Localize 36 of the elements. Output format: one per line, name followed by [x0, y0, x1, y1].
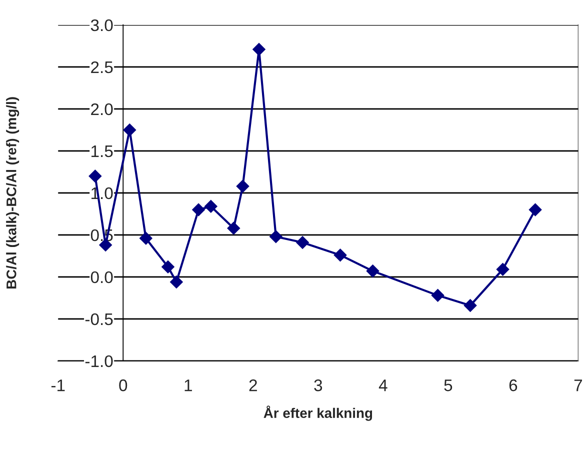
point: [162, 260, 174, 274]
y-tick-label: 1.5: [92, 146, 113, 158]
x-tick-label: 3: [314, 379, 322, 392]
y-tick-label: -1.0: [85, 355, 113, 368]
x-tick-label: 4: [378, 380, 388, 392]
point: [236, 180, 250, 193]
y-tick-label: 2.0: [91, 103, 113, 116]
point: [252, 42, 266, 56]
x-tick-label: 5: [444, 380, 452, 392]
x-tick-label: 0: [119, 379, 128, 392]
point: [88, 170, 102, 183]
point: [204, 200, 218, 213]
point: [431, 289, 444, 302]
y-tick-label: 0.0: [90, 271, 113, 284]
point: [123, 124, 136, 136]
x-tick-label: -1: [51, 380, 65, 392]
point: [496, 262, 510, 276]
point: [366, 264, 380, 278]
y-tick-label: 2.5: [91, 61, 113, 74]
x-tick-label: 1: [184, 380, 192, 392]
point: [227, 222, 240, 235]
point: [269, 230, 282, 244]
x-tick-label: 7: [574, 380, 582, 392]
point: [296, 236, 309, 249]
x-tick-label: 2: [249, 379, 257, 392]
y-tick-label: -0.5: [85, 313, 113, 326]
point: [528, 203, 542, 216]
point: [139, 232, 152, 245]
y-tick-label: 3.0: [90, 19, 113, 32]
x-axis-title: År efter kalkning: [264, 406, 372, 421]
point: [170, 276, 183, 288]
point: [464, 299, 477, 312]
y-axis-title: BC/Al (kalk)-BC/Al (ref) (mg/l): [6, 97, 20, 288]
point: [192, 203, 205, 216]
point: [334, 248, 347, 262]
x-tick-label: 6: [509, 379, 518, 392]
